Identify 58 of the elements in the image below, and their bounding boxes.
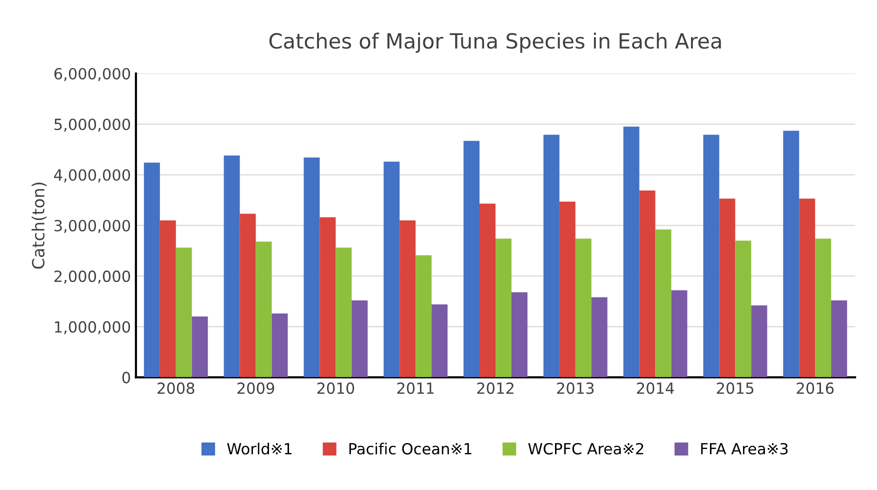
chart-title: Catches of Major Tuna Species in Each Area — [269, 32, 721, 53]
bar — [320, 217, 336, 378]
bar — [751, 305, 768, 378]
x-tick-label: 2014 — [636, 382, 674, 394]
bar — [543, 134, 560, 378]
bar — [783, 130, 800, 378]
bar — [496, 238, 512, 378]
bar — [336, 248, 352, 378]
bar — [416, 255, 432, 378]
y-tick-label: 6,000,000 — [54, 68, 130, 82]
x-tick-label: 2012 — [477, 382, 514, 394]
y-tick-label: 2,000,000 — [54, 270, 130, 284]
bar — [256, 242, 272, 378]
bar — [719, 198, 736, 378]
bar — [144, 162, 160, 378]
y-tick-label: 5,000,000 — [54, 118, 130, 132]
bar — [400, 220, 416, 378]
bar — [591, 297, 608, 378]
bar — [272, 314, 288, 378]
bar — [176, 248, 192, 378]
bar — [464, 140, 480, 378]
legend-label: World※1 — [227, 442, 292, 455]
bar — [815, 238, 832, 378]
x-tick-label: 2011 — [397, 382, 434, 394]
bar — [240, 214, 256, 378]
legend-label: Pacific Ocean※1 — [349, 442, 472, 455]
y-tick-label: 4,000,000 — [54, 169, 130, 182]
x-tick-label: 2008 — [158, 382, 194, 394]
bar — [831, 300, 848, 378]
bar — [575, 238, 592, 378]
bar — [224, 156, 240, 378]
y-tick-label: 0 — [122, 372, 130, 384]
bar — [480, 204, 496, 378]
bar — [655, 229, 672, 378]
bar — [735, 240, 752, 378]
bar — [511, 292, 528, 378]
bar — [703, 134, 720, 378]
bar — [639, 190, 656, 378]
bar — [432, 304, 448, 378]
bar — [304, 158, 320, 378]
x-tick-label: 2009 — [237, 382, 274, 394]
bar — [623, 126, 640, 378]
x-tick-label: 2016 — [796, 382, 834, 394]
bar — [352, 300, 368, 378]
legend-label: FFA Area※3 — [701, 442, 788, 455]
y-tick-label: 1,000,000 — [55, 321, 130, 334]
bar — [384, 162, 400, 378]
bar — [799, 198, 816, 378]
x-tick-label: 2015 — [716, 382, 754, 394]
y-axis-title: Catch(ton) — [32, 182, 46, 269]
x-tick-label: 2013 — [557, 382, 594, 394]
x-tick-label: 2010 — [317, 382, 354, 394]
bar — [192, 316, 208, 378]
legend-label: WCPFC Area※2 — [528, 442, 644, 455]
bar — [559, 202, 576, 378]
bar — [671, 290, 688, 378]
y-tick-label: 3,000,000 — [54, 220, 130, 233]
bar — [160, 220, 176, 378]
